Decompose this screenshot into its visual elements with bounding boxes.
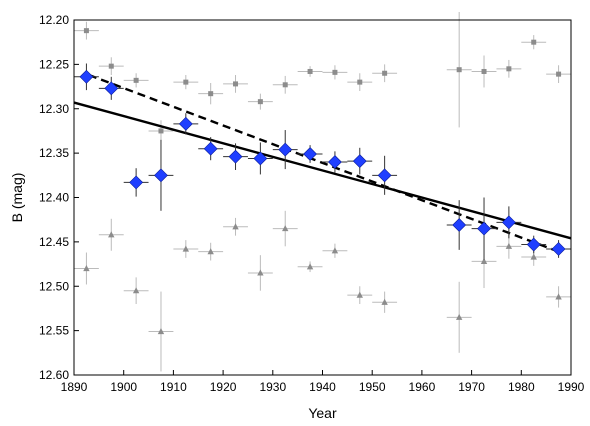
series-2-point-11 <box>356 291 363 298</box>
series-2-point-8 <box>282 225 289 232</box>
series-0-point-12 <box>377 168 392 183</box>
series-2-point-0 <box>83 265 90 272</box>
series-1-point-15 <box>506 66 512 72</box>
fit-lines <box>73 73 572 254</box>
x-tick-label-2: 1910 <box>160 380 187 394</box>
series-1-point-13 <box>456 67 462 73</box>
x-tick-label-4: 1930 <box>259 380 286 394</box>
series-0-point-6 <box>228 149 243 164</box>
series-2-point-2 <box>132 287 140 294</box>
x-tick-label-0: 1890 <box>61 380 88 394</box>
comparison-marks <box>74 12 571 372</box>
series-2-point-5 <box>207 248 214 255</box>
solid-fit-line <box>73 101 572 240</box>
series-1-point-2 <box>133 77 139 83</box>
series-2-point-4 <box>182 245 190 252</box>
series-0-point-1 <box>104 81 119 96</box>
series-1-point-9 <box>307 68 313 74</box>
y-tick-label-1: 12.25 <box>39 57 69 71</box>
series-0-point-14 <box>477 221 491 236</box>
series-1-point-3 <box>158 128 164 134</box>
x-axis-label: Year <box>308 405 337 421</box>
series-2-point-13 <box>455 313 463 320</box>
series-1-point-8 <box>282 82 288 88</box>
y-tick-label-6: 12.50 <box>39 279 69 293</box>
series-0-point-0 <box>79 69 94 84</box>
y-tick-label-8: 12.60 <box>39 368 69 382</box>
series-2-point-3 <box>157 328 165 335</box>
x-tick-label-1: 1900 <box>110 380 137 394</box>
series-0-point-2 <box>129 175 144 190</box>
series-0-point-5 <box>203 141 218 156</box>
series-2-point-7 <box>257 269 264 276</box>
series-1-point-12 <box>382 70 388 76</box>
x-tick-label-10: 1990 <box>558 380 585 394</box>
series-2-point-10 <box>331 247 339 254</box>
series-0-point-17 <box>551 242 566 256</box>
y-tick-label-2: 12.30 <box>39 102 69 116</box>
dashed-fit-line <box>88 73 562 254</box>
series-2-point-14 <box>480 257 488 264</box>
x-tick-label-9: 1980 <box>508 380 535 394</box>
plot-frame <box>73 19 572 376</box>
y-tick-label-3: 12.35 <box>39 146 69 160</box>
y-axis-label: B (mag) <box>9 173 25 223</box>
series-0-point-7 <box>253 151 268 166</box>
series-2-point-6 <box>232 223 239 230</box>
series-0-point-10 <box>328 155 342 169</box>
series-2-point-12 <box>381 298 388 305</box>
y-tick-label-0: 12.20 <box>39 13 69 27</box>
series-0-point-4 <box>178 116 193 131</box>
axis-ticks: 1890 1900 1910 1920 1930 1940 1950 1960 1970 1980… <box>39 13 585 394</box>
series-0-point-11 <box>352 154 367 169</box>
series-0-point-16 <box>526 237 541 252</box>
x-tick-label-5: 1940 <box>309 380 336 394</box>
series-0-point-13 <box>452 218 467 232</box>
series-1-point-11 <box>357 79 363 85</box>
target-marks <box>74 63 571 260</box>
series-1-point-10 <box>332 69 338 75</box>
series-1-point-7 <box>257 99 263 105</box>
series-0-point-8 <box>278 142 293 157</box>
series-1-point-4 <box>183 79 189 85</box>
x-tick-label-8: 1970 <box>458 380 485 394</box>
series-1-point-5 <box>208 91 214 97</box>
series-2-point-15 <box>505 242 513 249</box>
series-2-point-17 <box>555 293 562 300</box>
series-1-point-0 <box>83 28 89 34</box>
series-0-point-9 <box>303 147 317 161</box>
series-2-point-1 <box>108 231 115 238</box>
x-tick-label-6: 1950 <box>359 380 386 394</box>
y-tick-label-5: 12.45 <box>39 235 69 249</box>
series-1-point-16 <box>531 39 537 45</box>
x-tick-label-7: 1960 <box>409 380 436 394</box>
series-1-point-14 <box>481 68 487 74</box>
series-0-point-3 <box>154 168 168 183</box>
series-1-point-1 <box>108 63 114 69</box>
series-0-point-15 <box>501 215 516 230</box>
y-tick-label-7: 12.55 <box>39 324 69 338</box>
series-2-point-16 <box>530 253 537 260</box>
series-1-point-6 <box>233 81 239 87</box>
y-tick-label-4: 12.40 <box>39 191 69 205</box>
series-2-point-9 <box>306 263 314 270</box>
x-tick-label-3: 1920 <box>210 380 237 394</box>
series-1-point-17 <box>556 71 562 77</box>
